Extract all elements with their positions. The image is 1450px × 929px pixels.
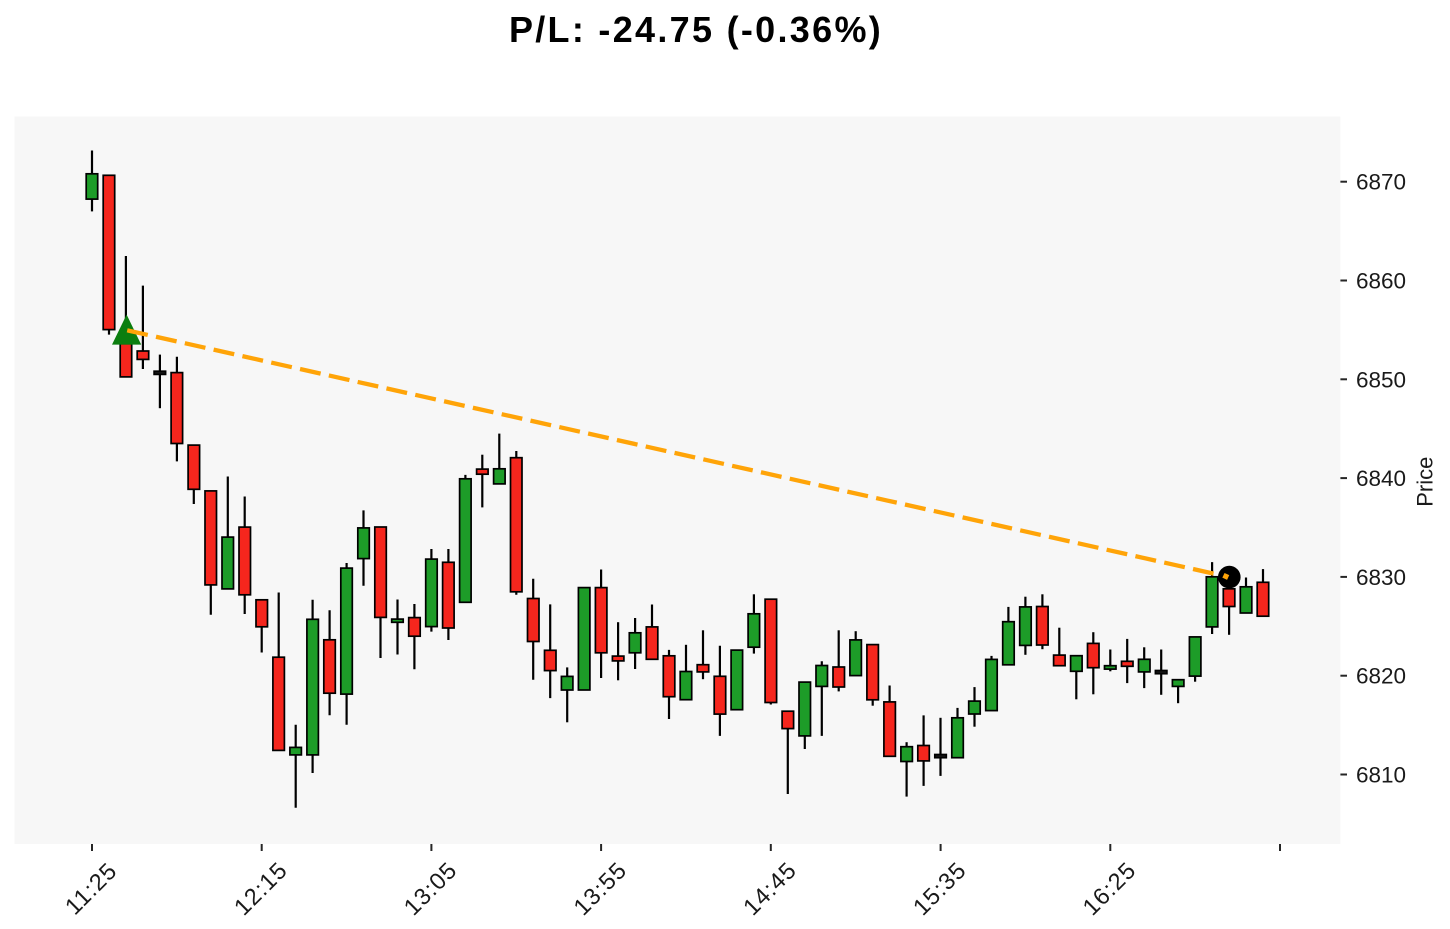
svg-text:13:05: 13:05 (399, 857, 463, 921)
svg-text:6840: 6840 (1356, 466, 1406, 491)
svg-text:6810: 6810 (1356, 763, 1406, 788)
svg-text:Price: Price (1413, 457, 1438, 507)
svg-text:16:25: 16:25 (1078, 857, 1142, 921)
svg-text:13:55: 13:55 (568, 857, 632, 921)
svg-text:6870: 6870 (1356, 170, 1406, 195)
svg-text:11:25: 11:25 (60, 857, 122, 919)
svg-text:14:45: 14:45 (738, 857, 802, 921)
svg-text:15:35: 15:35 (908, 857, 972, 921)
svg-text:6850: 6850 (1356, 367, 1406, 392)
svg-text:6820: 6820 (1356, 664, 1406, 689)
svg-text:12:15: 12:15 (229, 857, 293, 921)
svg-text:6830: 6830 (1356, 565, 1406, 590)
svg-text:6860: 6860 (1356, 269, 1406, 294)
